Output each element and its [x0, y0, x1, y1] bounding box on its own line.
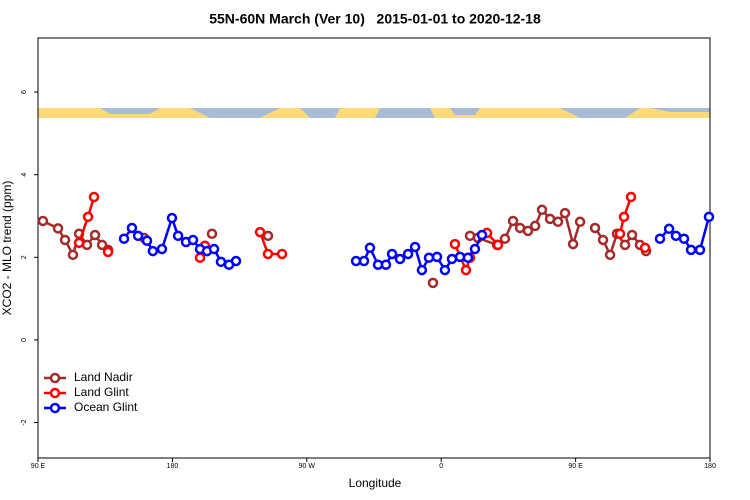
data-point	[194, 252, 206, 263]
data-point	[625, 191, 637, 203]
data-point	[614, 228, 626, 240]
data-point	[597, 234, 609, 246]
legend-label: Ocean Glint	[74, 400, 138, 414]
y-tick-label: 2	[21, 255, 28, 259]
data-point	[262, 248, 274, 260]
x-tick-label: 0	[439, 463, 443, 470]
data-point	[449, 238, 461, 250]
chart-title: 55N-60N March (Ver 10) 2015-01-01 to 202…	[209, 11, 541, 27]
data-point	[89, 229, 101, 241]
data-point	[626, 229, 638, 241]
data-point	[358, 255, 370, 267]
data-point	[126, 222, 138, 234]
data-point	[380, 259, 392, 270]
y-tick-label: 0	[21, 338, 28, 342]
data-point	[589, 222, 601, 234]
x-tick-label: 180	[167, 463, 179, 470]
legend-marker	[49, 402, 61, 414]
x-tick-label: 90 W	[299, 463, 316, 470]
data-point	[118, 233, 130, 244]
data-point	[215, 256, 227, 268]
data-point	[604, 249, 616, 261]
data-point	[476, 229, 488, 241]
data-point	[507, 215, 519, 227]
data-point	[230, 255, 242, 267]
data-point	[567, 238, 579, 250]
data-point	[460, 264, 472, 276]
data-point	[206, 228, 218, 240]
data-point	[439, 264, 451, 276]
data-point	[427, 277, 439, 289]
data-point	[82, 211, 94, 223]
data-point	[364, 242, 376, 254]
data-point	[276, 248, 288, 260]
data-point	[394, 253, 406, 265]
data-point	[618, 211, 630, 223]
legend-marker	[49, 372, 61, 384]
y-tick-label: 6	[21, 90, 28, 94]
data-point	[499, 233, 511, 244]
legend-label: Land Nadir	[74, 370, 133, 384]
x-tick-label: 90 E	[568, 463, 583, 470]
data-point	[694, 244, 706, 256]
data-point	[462, 252, 474, 263]
data-point	[73, 237, 85, 249]
data-point	[141, 235, 153, 247]
data-point	[619, 239, 631, 251]
data-point	[187, 234, 199, 246]
data-point	[431, 251, 443, 263]
data-point	[654, 233, 666, 244]
data-point	[254, 226, 266, 238]
data-point	[409, 241, 421, 253]
data-point	[262, 230, 274, 242]
data-point	[446, 253, 458, 265]
data-point	[559, 207, 571, 219]
map-strip	[38, 108, 710, 118]
data-point	[529, 220, 541, 232]
data-point	[59, 234, 71, 246]
data-point	[416, 264, 428, 276]
data-point	[522, 225, 534, 237]
data-point	[208, 243, 220, 255]
data-point	[703, 211, 715, 223]
data-point	[37, 215, 49, 227]
data-point	[678, 233, 690, 244]
legend-label: Land Glint	[74, 385, 129, 399]
y-tick-label: 4	[21, 173, 28, 177]
data-point	[172, 230, 184, 242]
legend-marker	[49, 387, 61, 399]
data-point	[132, 230, 144, 242]
data-point	[574, 216, 586, 228]
data-point	[670, 230, 682, 242]
data-point	[67, 249, 79, 261]
data-point	[52, 223, 64, 234]
y-tick-label: -2	[21, 419, 28, 425]
data-point	[492, 239, 504, 251]
data-point	[147, 245, 159, 257]
x-tick-label: 180	[704, 463, 716, 470]
data-point	[386, 248, 398, 260]
x-tick-label: 90 E	[31, 463, 46, 470]
data-point	[88, 191, 100, 203]
data-point	[685, 244, 697, 256]
x-axis-label: Longitude	[349, 476, 402, 490]
plot-frame	[37, 37, 711, 459]
data-point	[423, 252, 435, 263]
data-point	[663, 223, 675, 235]
data-point	[102, 246, 114, 258]
data-point	[402, 248, 414, 260]
data-point	[552, 216, 564, 228]
data-point	[156, 243, 168, 255]
data-point	[639, 242, 651, 254]
data-point	[166, 212, 178, 224]
y-axis-label: XCO2 - MLO trend (ppm)	[0, 181, 14, 316]
data-point	[536, 204, 548, 216]
data-point	[469, 243, 481, 255]
